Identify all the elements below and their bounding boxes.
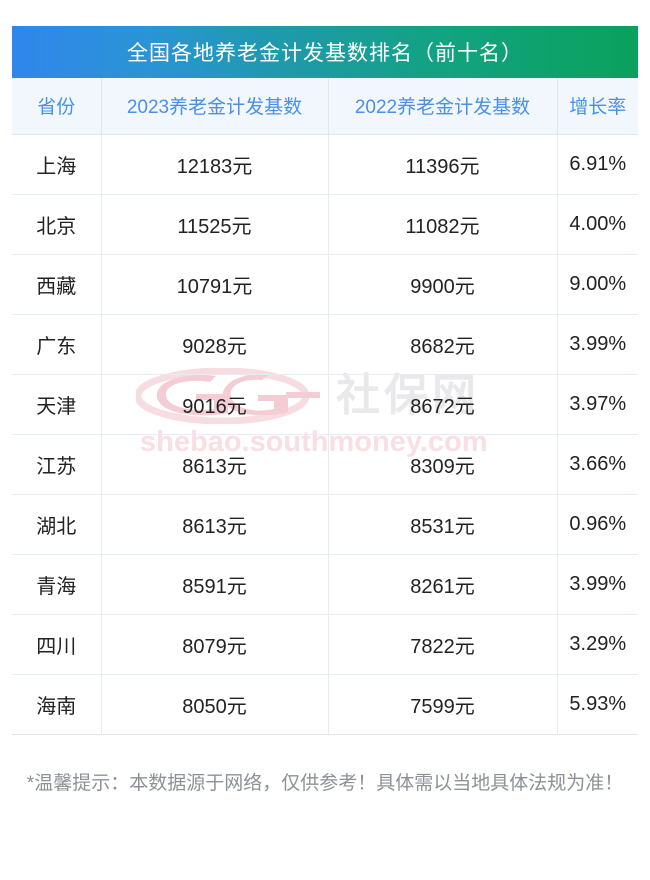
- cell-province: 天津: [12, 374, 102, 435]
- cell-base-2022: 8672元: [328, 374, 558, 435]
- cell-growth: 9.00%: [557, 254, 638, 315]
- cell-growth: 3.29%: [557, 614, 638, 675]
- cell-base-2022: 7822元: [328, 614, 558, 675]
- cell-province: 上海: [12, 134, 102, 195]
- cell-growth: 3.99%: [557, 314, 638, 375]
- cell-base-2022: 8682元: [328, 314, 558, 375]
- cell-base-2022: 11396元: [328, 134, 558, 195]
- cell-base-2022: 8309元: [328, 434, 558, 495]
- table-row[interactable]: 青海 8591元 8261元 3.99%: [12, 554, 638, 615]
- table-row[interactable]: 海南 8050元 7599元 5.93%: [12, 674, 638, 735]
- table-title-row: 全国各地养老金计发基数排名（前十名）: [12, 26, 638, 78]
- cell-growth: 5.93%: [557, 674, 638, 735]
- footer-note: *温馨提示：本数据源于网络，仅供参考！具体需以当地具体法规为准！: [26, 773, 624, 794]
- cell-growth: 3.97%: [557, 374, 638, 435]
- cell-base-2023: 8079元: [101, 614, 329, 675]
- table-header-row: 省份 2023养老金计发基数 2022养老金计发基数 增长率: [12, 78, 638, 135]
- cell-base-2022: 8261元: [328, 554, 558, 615]
- page-title: 全国各地养老金计发基数排名（前十名）: [12, 26, 638, 78]
- table-row[interactable]: 江苏 8613元 8309元 3.66%: [12, 434, 638, 495]
- ranking-table-container: 全国各地养老金计发基数排名（前十名） 省份 2023养老金计发基数 2022养老…: [12, 26, 638, 735]
- table-row[interactable]: 湖北 8613元 8531元 0.96%: [12, 494, 638, 555]
- column-header-base-2022[interactable]: 2022养老金计发基数: [328, 78, 558, 135]
- table-body: 上海 12183元 11396元 6.91% 北京 11525元 11082元 …: [12, 134, 638, 735]
- cell-growth: 3.99%: [557, 554, 638, 615]
- table-row[interactable]: 上海 12183元 11396元 6.91%: [12, 134, 638, 195]
- cell-growth: 4.00%: [557, 194, 638, 255]
- cell-province: 江苏: [12, 434, 102, 495]
- cell-growth: 0.96%: [557, 494, 638, 555]
- pension-ranking-table: 全国各地养老金计发基数排名（前十名） 省份 2023养老金计发基数 2022养老…: [12, 26, 638, 735]
- cell-base-2023: 11525元: [101, 194, 329, 255]
- column-header-base-2023[interactable]: 2023养老金计发基数: [101, 78, 329, 135]
- cell-province: 四川: [12, 614, 102, 675]
- cell-province: 西藏: [12, 254, 102, 315]
- cell-base-2022: 9900元: [328, 254, 558, 315]
- cell-province: 北京: [12, 194, 102, 255]
- cell-province: 海南: [12, 674, 102, 735]
- column-header-province[interactable]: 省份: [12, 78, 102, 135]
- cell-base-2023: 10791元: [101, 254, 329, 315]
- cell-base-2022: 11082元: [328, 194, 558, 255]
- cell-base-2022: 8531元: [328, 494, 558, 555]
- cell-base-2022: 7599元: [328, 674, 558, 735]
- table-row[interactable]: 北京 11525元 11082元 4.00%: [12, 194, 638, 255]
- cell-province: 广东: [12, 314, 102, 375]
- cell-base-2023: 8591元: [101, 554, 329, 615]
- cell-growth: 3.66%: [557, 434, 638, 495]
- cell-province: 湖北: [12, 494, 102, 555]
- table-row[interactable]: 天津 9016元 8672元 3.97%: [12, 374, 638, 435]
- table-row[interactable]: 西藏 10791元 9900元 9.00%: [12, 254, 638, 315]
- table-row[interactable]: 四川 8079元 7822元 3.29%: [12, 614, 638, 675]
- cell-base-2023: 9016元: [101, 374, 329, 435]
- cell-growth: 6.91%: [557, 134, 638, 195]
- cell-base-2023: 12183元: [101, 134, 329, 195]
- cell-base-2023: 8050元: [101, 674, 329, 735]
- column-header-growth[interactable]: 增长率: [557, 78, 638, 135]
- table-row[interactable]: 广东 9028元 8682元 3.99%: [12, 314, 638, 375]
- cell-province: 青海: [12, 554, 102, 615]
- cell-base-2023: 8613元: [101, 434, 329, 495]
- cell-base-2023: 8613元: [101, 494, 329, 555]
- cell-base-2023: 9028元: [101, 314, 329, 375]
